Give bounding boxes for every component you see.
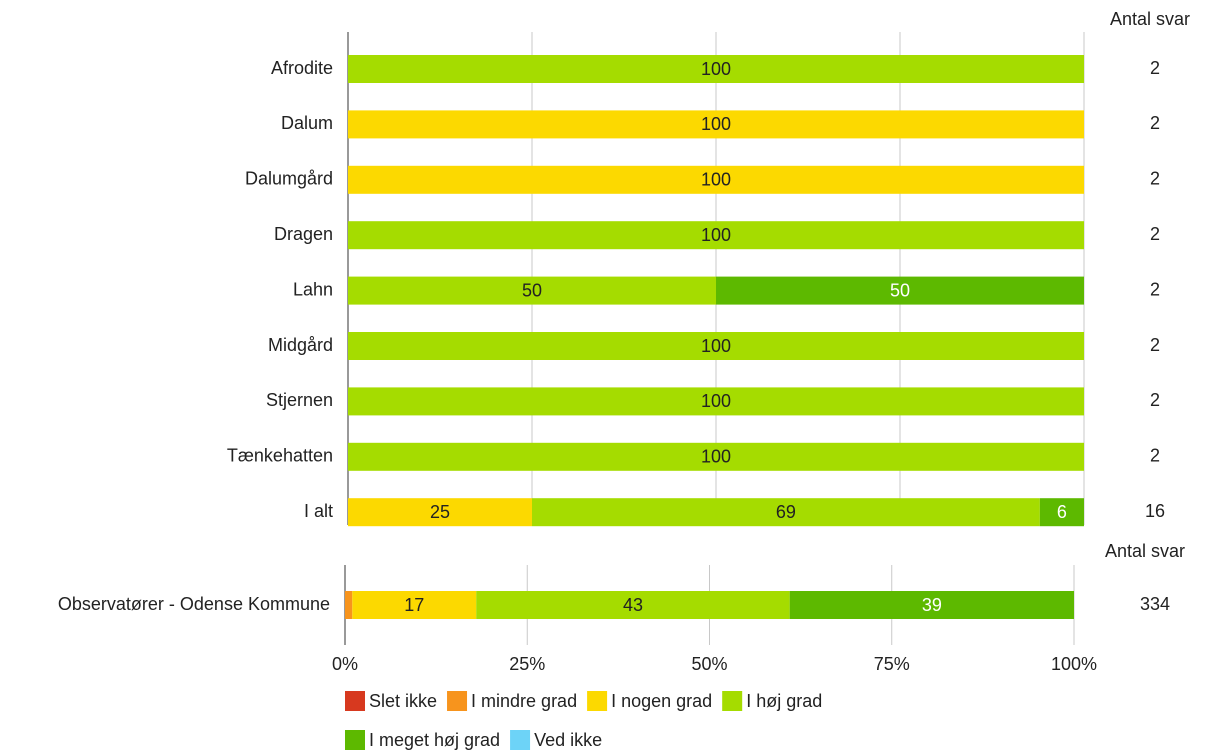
count-label: 2: [1150, 58, 1160, 78]
legend-swatch: [510, 730, 531, 750]
y-tick-label: Midgård: [268, 335, 333, 355]
y-tick-label: Observatører - Odense Kommune: [58, 594, 330, 614]
y-tick-label: Dalumgård: [245, 169, 333, 189]
data-label: 17: [404, 595, 424, 615]
bar-segment: [345, 591, 353, 619]
bar-segment: [348, 498, 532, 527]
legend-label: Slet ikke: [369, 691, 437, 711]
legend-swatch: [447, 691, 468, 711]
count-label: 2: [1150, 390, 1160, 410]
count-label: 2: [1150, 169, 1160, 189]
data-label: 50: [522, 280, 542, 300]
data-label: 100: [701, 225, 731, 245]
y-tick-label: Tænkehatten: [227, 446, 333, 466]
bar-segment: [348, 442, 1084, 471]
x-tick-label: 0%: [332, 654, 358, 674]
count-label: 334: [1140, 594, 1170, 614]
data-label: 39: [922, 595, 942, 615]
bar-segment: [352, 591, 477, 619]
data-label: 43: [623, 595, 643, 615]
data-label: 69: [776, 502, 796, 522]
legend-swatch: [345, 730, 365, 750]
count-label: 2: [1150, 224, 1160, 244]
data-label: 100: [701, 114, 731, 134]
bar-segment: [348, 276, 716, 305]
y-tick-label: Afrodite: [271, 58, 333, 78]
count-label: 16: [1145, 501, 1165, 521]
data-label: 100: [701, 447, 731, 467]
count-header: Antal svar: [1110, 9, 1190, 29]
x-tick-label: 50%: [691, 654, 727, 674]
legend-swatch: [587, 691, 608, 711]
legend-label: I nogen grad: [611, 691, 712, 711]
y-tick-label: Stjernen: [266, 390, 333, 410]
bar-segment: [789, 591, 1074, 619]
bar-segment: [348, 110, 1084, 139]
bar-segment: [348, 387, 1084, 416]
data-label: 50: [890, 280, 910, 300]
count-label: 2: [1150, 335, 1160, 355]
y-tick-label: Dragen: [274, 224, 333, 244]
data-label: 100: [701, 170, 731, 190]
bar-segment: [476, 591, 790, 619]
bar-segment: [1039, 498, 1084, 527]
data-label: 6: [1057, 502, 1067, 522]
bar-segment: [348, 221, 1084, 250]
data-label: 25: [430, 502, 450, 522]
y-tick-label: Dalum: [281, 113, 333, 133]
legend-label: I høj grad: [746, 691, 822, 711]
legend-label: Ved ikke: [534, 730, 602, 750]
y-tick-label: Lahn: [293, 279, 333, 299]
legend-label: I mindre grad: [471, 691, 577, 711]
x-tick-label: 100%: [1051, 654, 1097, 674]
count-label: 2: [1150, 279, 1160, 299]
bar-segment: [532, 498, 1040, 527]
bar-segment: [348, 165, 1084, 194]
bar-segment: [348, 332, 1084, 360]
bar-segment: [716, 276, 1084, 305]
legend-swatch: [345, 691, 365, 711]
legend-swatch: [722, 691, 743, 711]
legend-label: I meget høj grad: [369, 730, 500, 750]
data-label: 100: [701, 59, 731, 79]
count-label: 2: [1150, 446, 1160, 466]
bar-segment: [348, 55, 1084, 83]
count-header: Antal svar: [1105, 541, 1185, 561]
data-label: 100: [701, 391, 731, 411]
data-label: 100: [701, 336, 731, 356]
x-tick-label: 25%: [509, 654, 545, 674]
x-tick-label: 75%: [874, 654, 910, 674]
y-tick-label: I alt: [304, 501, 333, 521]
count-label: 2: [1150, 113, 1160, 133]
